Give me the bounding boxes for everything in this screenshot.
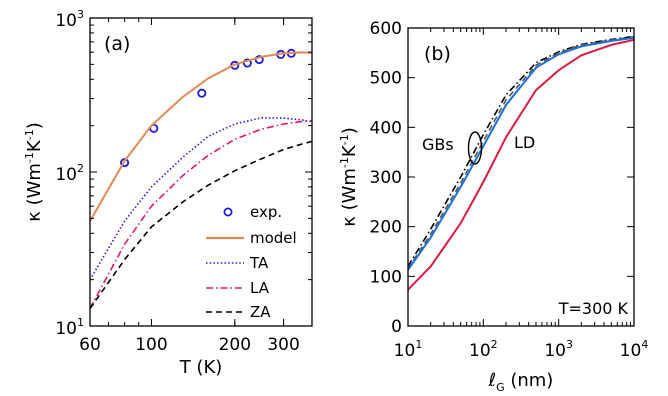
annotation-ld: LD [514, 133, 535, 152]
panel-a-frame [89, 17, 313, 327]
panel-a-marker-exp [242, 58, 252, 68]
legend-label-la: LA [250, 279, 270, 297]
panel-a-x-label: T (K) [179, 357, 223, 378]
legend-marker-exp [223, 207, 233, 217]
panel-a-line-model [90, 51, 312, 222]
panel-b-y-tick-label: 400 [370, 118, 402, 138]
panel-b-line-curve-3 [408, 36, 634, 271]
panel-a-x-tick-label: 100 [135, 335, 167, 355]
panel-b-x-tick-label: 101 [394, 338, 423, 361]
annotation-gbs: GBs [422, 131, 483, 165]
panel-a-label: (a) [104, 33, 130, 55]
legend-entry-za: ZA [206, 303, 271, 321]
panel-a-y-tick-label: 103 [55, 8, 84, 31]
panel-b-line-curve-2 [408, 36, 634, 269]
legend-entry-ta: TA [206, 254, 269, 272]
panel-b-y-label: κ (Wm-1K-1) [338, 127, 360, 226]
panel-a-y-tick-label: 101 [55, 316, 84, 339]
panel-b-y-tick-label: 300 [370, 168, 402, 188]
legend-label-za: ZA [250, 303, 271, 321]
panel-a-marker-exp [120, 158, 130, 168]
annotation-gbs-ellipse [467, 131, 483, 165]
panel-a-y-label: κ (Wm-1K-1) [23, 122, 45, 221]
legend-entry-la: LA [206, 279, 270, 297]
legend-entry-model: model [206, 229, 297, 247]
panel-a: 60 100 200 300 101 102 103 (a) T (K) κ (Wm-1K-… [23, 8, 313, 378]
panel-b-x-tick-label: 104 [620, 338, 649, 361]
panel-b-x-tick-label: 103 [544, 338, 573, 361]
panel-b-y-tick-label: 200 [370, 218, 402, 238]
panel-b-y-tick-label: 500 [370, 69, 402, 89]
panel-b-line-ld [408, 38, 634, 291]
legend-label-ta: TA [249, 254, 269, 272]
panel-a-x-tick-label: 60 [79, 335, 101, 355]
panel-b-y-tick-label: 600 [370, 19, 402, 39]
legend-label-model: model [250, 229, 297, 247]
panel-a-marker-exp [254, 55, 264, 65]
panel-a-legend: exp. model TA LA ZA [206, 203, 297, 321]
panel-b-y-tick-label: 100 [370, 267, 402, 287]
panel-a-marker-exp [197, 88, 207, 98]
panel-a-line-za [90, 140, 312, 309]
panel-a-x-tick-label: 200 [219, 335, 251, 355]
annotation-temperature: T=300 K [558, 299, 629, 318]
panel-b-label: (b) [424, 43, 451, 65]
panel-b-frame [407, 27, 635, 327]
panel-b-x-label: ℓG (nm) [488, 370, 554, 394]
legend-entry-exp: exp. [223, 203, 282, 221]
panel-b: 101 102 103 104 0 100 200 300 400 500 600 (b) ℓG (… [338, 19, 648, 394]
panel-a-x-tick-label: 300 [267, 335, 299, 355]
panel-b-y-tick-label: 0 [391, 317, 402, 337]
panel-b-x-tick-label: 102 [469, 338, 498, 361]
legend-label-exp: exp. [250, 203, 282, 221]
annotation-gbs-label: GBs [422, 135, 454, 154]
panel-a-line-ta [90, 117, 312, 281]
panel-a-y-tick-label: 102 [55, 162, 84, 185]
